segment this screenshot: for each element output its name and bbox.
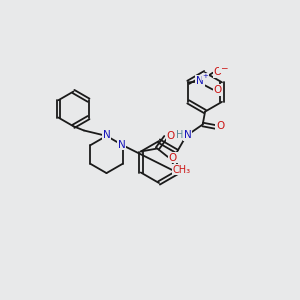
Text: N: N bbox=[118, 140, 126, 150]
Text: O: O bbox=[214, 67, 222, 77]
Text: H: H bbox=[176, 130, 183, 140]
Text: N: N bbox=[196, 76, 204, 86]
Text: O: O bbox=[214, 85, 222, 95]
Text: O: O bbox=[167, 131, 175, 141]
Text: N: N bbox=[103, 130, 110, 140]
Text: CH₃: CH₃ bbox=[172, 164, 191, 175]
Text: O: O bbox=[169, 152, 177, 163]
Text: +: + bbox=[203, 74, 208, 80]
Text: −: − bbox=[220, 63, 227, 72]
Text: N: N bbox=[184, 130, 192, 140]
Text: O: O bbox=[216, 121, 224, 131]
